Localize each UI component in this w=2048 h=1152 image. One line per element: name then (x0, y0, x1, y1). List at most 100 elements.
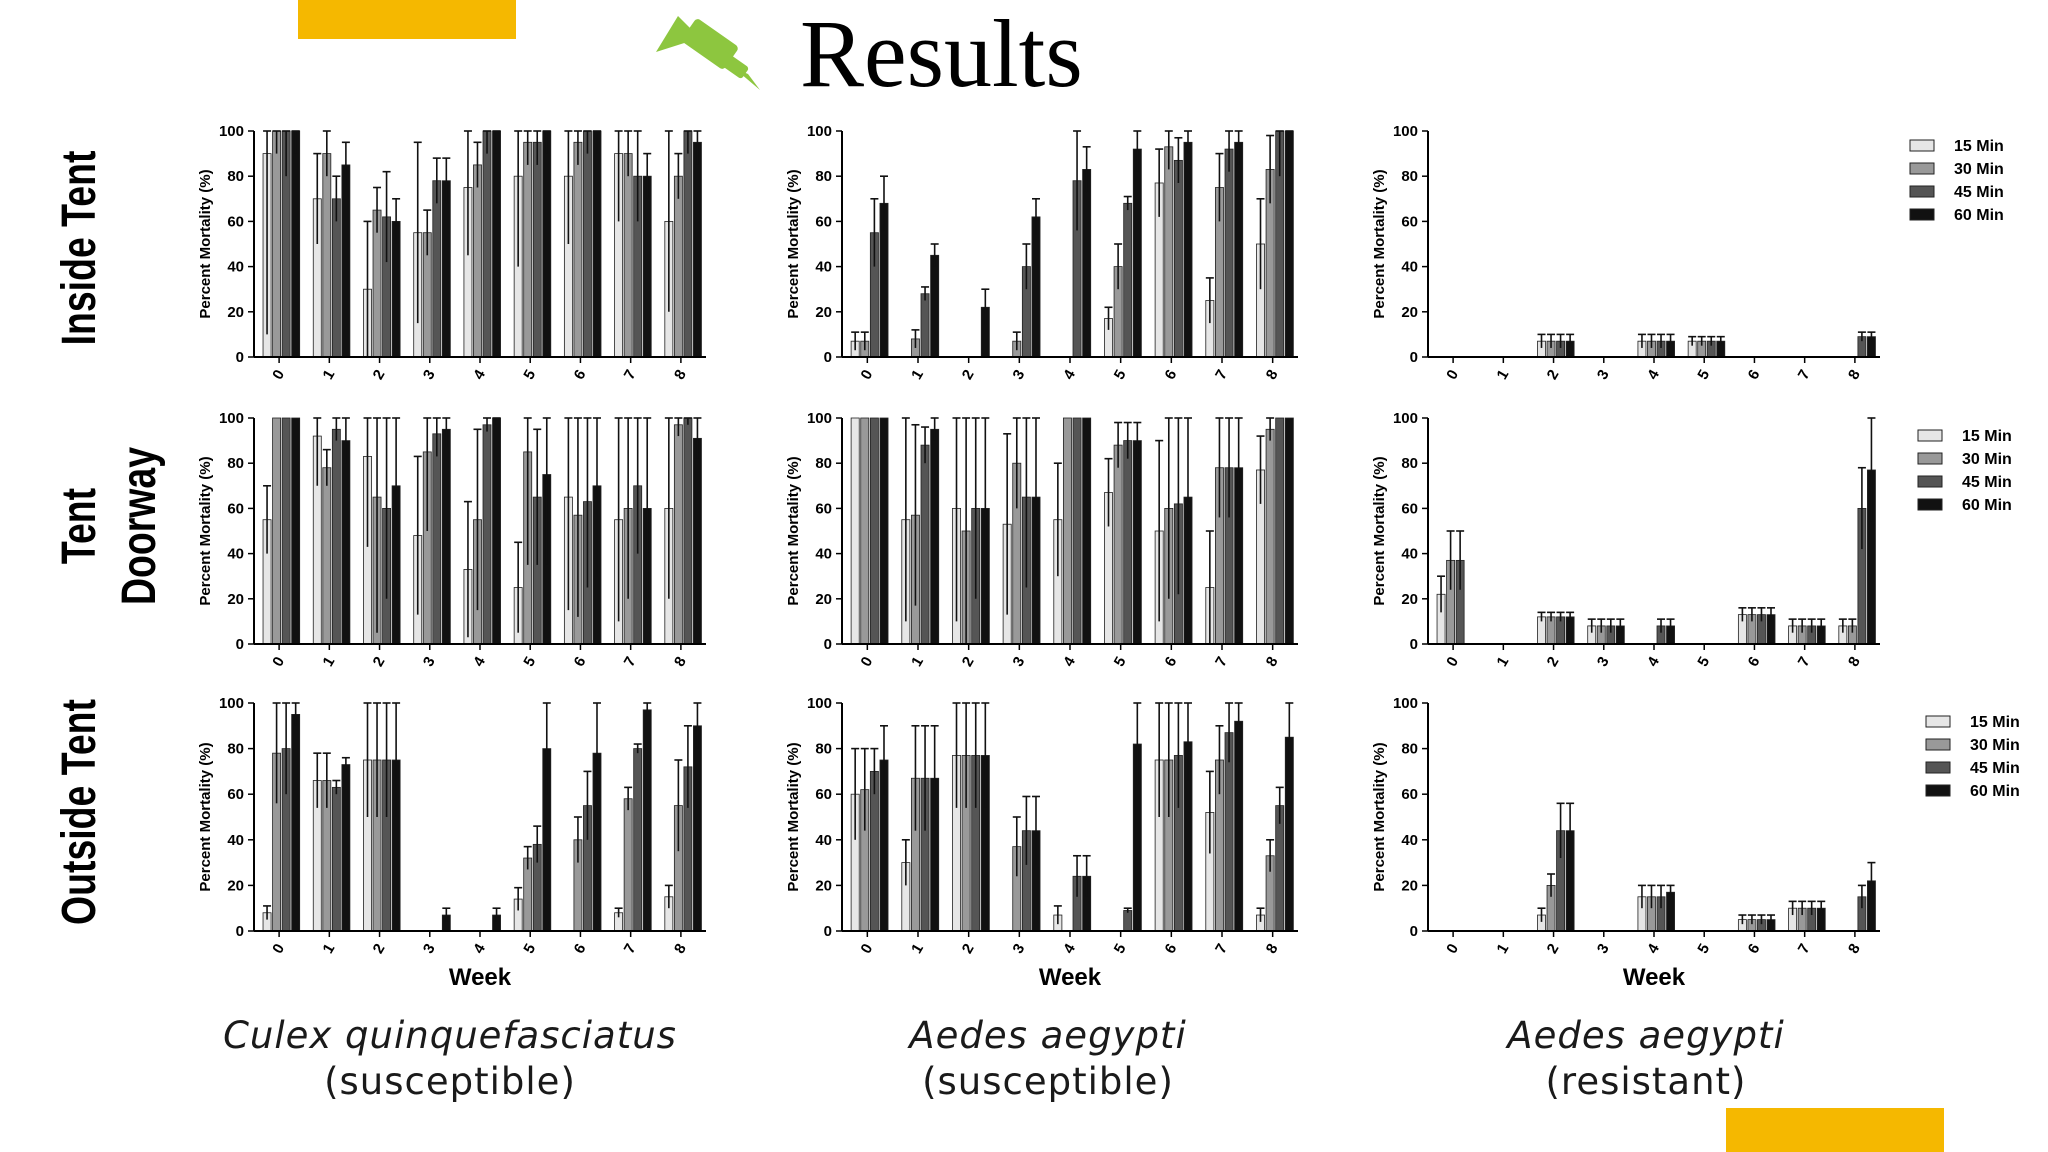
y-tick-label: 20 (815, 877, 832, 894)
x-tick-label: 6 (571, 654, 590, 670)
x-tick-label: 6 (1161, 941, 1180, 957)
bar-30min-week4 (1062, 417, 1072, 645)
x-tick-label: 2 (959, 367, 978, 383)
x-tick-label: 1 (908, 367, 927, 383)
y-axis-label: Percent Mortality (%) (1371, 456, 1388, 605)
x-tick-label: 5 (520, 367, 539, 383)
legend-label: 45 Min (1954, 184, 2004, 201)
x-tick-label: 0 (1443, 654, 1462, 670)
bar-30min-week4 (473, 164, 482, 358)
chart-aedes-s-inside: 0 20 40 60 80 100 0 1 2 3 4 5 6 7 8 Percent Mortality (… (785, 123, 1298, 383)
y-tick-label: 60 (1401, 786, 1418, 803)
y-tick-label: 0 (236, 923, 244, 940)
bar-45min-week0 (869, 771, 879, 932)
x-tick-label: 3 (1594, 367, 1613, 383)
bar-60min-week1 (341, 440, 351, 645)
bar-60min-week6 (592, 130, 602, 358)
bar-60min-week5 (542, 130, 552, 358)
y-tick-label: 0 (824, 349, 832, 366)
x-tick-label: 8 (1263, 941, 1282, 957)
x-tick-label: 8 (671, 941, 690, 957)
y-tick-label: 80 (1401, 741, 1418, 758)
x-tick-label: 7 (1795, 367, 1814, 383)
y-tick-label: 60 (815, 500, 832, 517)
y-tick-label: 80 (1401, 168, 1418, 185)
bar-45min-week4 (482, 424, 492, 645)
bar-60min-week7 (1234, 720, 1244, 932)
species-name: Culex quinquefasciatus (223, 1014, 677, 1057)
chart-aedes-s-doorway: 0 20 40 60 80 100 0 1 2 3 4 5 6 7 8 Percent Mortality (… (785, 410, 1298, 670)
x-tick-label: 5 (1111, 367, 1130, 383)
bar-60min-week1 (930, 428, 940, 645)
legend-swatch (1925, 715, 1951, 728)
bar-60min-week7 (642, 175, 652, 358)
y-tick-label: 60 (227, 786, 244, 803)
bar-30min-week0 (272, 417, 282, 645)
x-tick-label: 5 (1694, 367, 1713, 383)
x-tick-label: 3 (420, 367, 439, 383)
bar-45min-week8 (683, 130, 693, 358)
y-tick-label: 40 (815, 832, 832, 849)
x-tick-label: 8 (1845, 654, 1864, 670)
bar-60min-week0 (291, 130, 301, 358)
x-tick-label: 5 (520, 941, 539, 957)
legend-swatch (1909, 185, 1935, 198)
bar-60min-week6 (1183, 141, 1193, 358)
bar-45min-week8 (1275, 805, 1285, 932)
bar-30min-week1 (322, 467, 332, 645)
legend-swatch (1925, 738, 1951, 751)
bar-60min-week8 (693, 725, 702, 932)
bar-60min-week4 (1082, 169, 1092, 358)
species-name: Aedes aegypti (1507, 1014, 1785, 1057)
legend-label: 60 Min (1954, 207, 2004, 224)
x-tick-label: 0 (269, 941, 288, 957)
legend-label: 30 Min (1962, 451, 2012, 468)
y-axis-label: Percent Mortality (%) (1371, 742, 1388, 891)
x-tick-label: 2 (370, 941, 389, 957)
bar-45min-week3 (432, 433, 442, 645)
x-tick-label: 3 (1009, 367, 1028, 383)
bar-30min-week6 (573, 141, 583, 358)
x-tick-label: 2 (959, 941, 978, 957)
x-axis-label: Week (1039, 964, 1102, 991)
y-tick-label: 100 (219, 410, 244, 427)
y-tick-label: 100 (1393, 695, 1418, 712)
bar-60min-week1 (930, 254, 940, 358)
y-tick-label: 80 (1401, 455, 1418, 472)
x-tick-label: 3 (1594, 654, 1613, 670)
x-tick-label: 7 (1212, 941, 1231, 957)
legend-label: 15 Min (1962, 428, 2012, 445)
x-tick-label: 8 (1263, 367, 1282, 383)
x-tick-label: 0 (269, 367, 288, 383)
chart-culex-doorway: 0 20 40 60 80 100 0 1 2 3 4 5 6 7 8 Percent Mortality (… (197, 410, 706, 670)
y-tick-label: 100 (1393, 123, 1418, 140)
bar-60min-week4 (492, 417, 501, 645)
y-tick-label: 20 (1401, 877, 1418, 894)
bar-60min-week8 (693, 437, 702, 645)
x-tick-label: 6 (571, 367, 590, 383)
bar-45min-week0 (869, 417, 879, 645)
x-tick-label: 5 (1694, 654, 1713, 670)
x-tick-label: 7 (1212, 367, 1231, 383)
y-axis-label: Percent Mortality (%) (785, 456, 802, 605)
y-tick-label: 40 (815, 259, 832, 276)
bar-45min-week6 (583, 130, 592, 358)
y-tick-label: 40 (227, 259, 244, 276)
chart-culex-outside: 0 20 40 60 80 100 0 1 2 3 4 5 6 7 8 Percent Mortality (… (197, 695, 706, 991)
y-tick-label: 20 (1401, 591, 1418, 608)
x-tick-label: 0 (857, 367, 876, 383)
bar-45min-week7 (633, 748, 643, 932)
y-tick-label: 80 (815, 168, 832, 185)
y-axis-label: Percent Mortality (%) (1371, 169, 1388, 318)
chart-aedes-r-doorway: 0 20 40 60 80 100 0 1 2 3 4 5 6 7 8 Percent Mortality (… (1371, 410, 2012, 670)
y-tick-label: 40 (227, 832, 244, 849)
y-axis-label: Percent Mortality (%) (197, 456, 214, 605)
x-tick-label: 2 (370, 654, 389, 670)
y-axis-label: Percent Mortality (%) (785, 742, 802, 891)
bar-60min-week8 (693, 141, 702, 358)
x-tick-label: 1 (319, 654, 338, 670)
bar-30min-week1 (322, 153, 332, 358)
x-tick-label: 1 (1493, 941, 1512, 957)
x-tick-label: 8 (671, 367, 690, 383)
x-tick-label: 7 (1795, 941, 1814, 957)
